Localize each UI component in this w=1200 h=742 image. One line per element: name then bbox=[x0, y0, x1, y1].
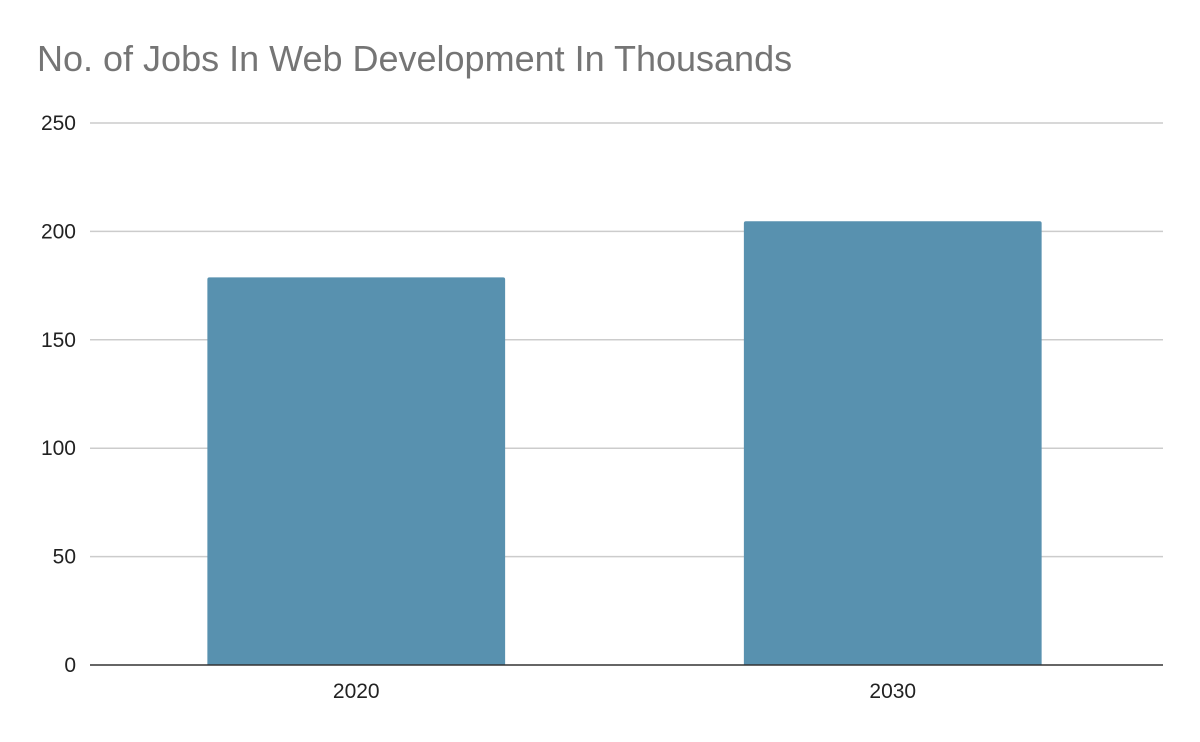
y-tick-labels: 0 50 100 150 200 250 bbox=[41, 112, 76, 677]
bars bbox=[207, 221, 1042, 666]
bar-2020 bbox=[207, 277, 506, 665]
chart-title: No. of Jobs In Web Development In Thousa… bbox=[37, 38, 793, 79]
y-tick-label: 50 bbox=[53, 546, 76, 569]
y-tick-label: 100 bbox=[41, 437, 76, 460]
bar-2030 bbox=[743, 221, 1042, 666]
y-tick-label: 150 bbox=[41, 329, 76, 352]
y-tick-label: 200 bbox=[41, 220, 76, 243]
y-tick-label: 0 bbox=[64, 654, 76, 677]
x-tick-labels: 2020 2030 bbox=[333, 680, 916, 703]
y-tick-label: 250 bbox=[41, 112, 76, 135]
x-tick-label: 2030 bbox=[869, 680, 916, 703]
x-tick-label: 2020 bbox=[333, 680, 380, 703]
